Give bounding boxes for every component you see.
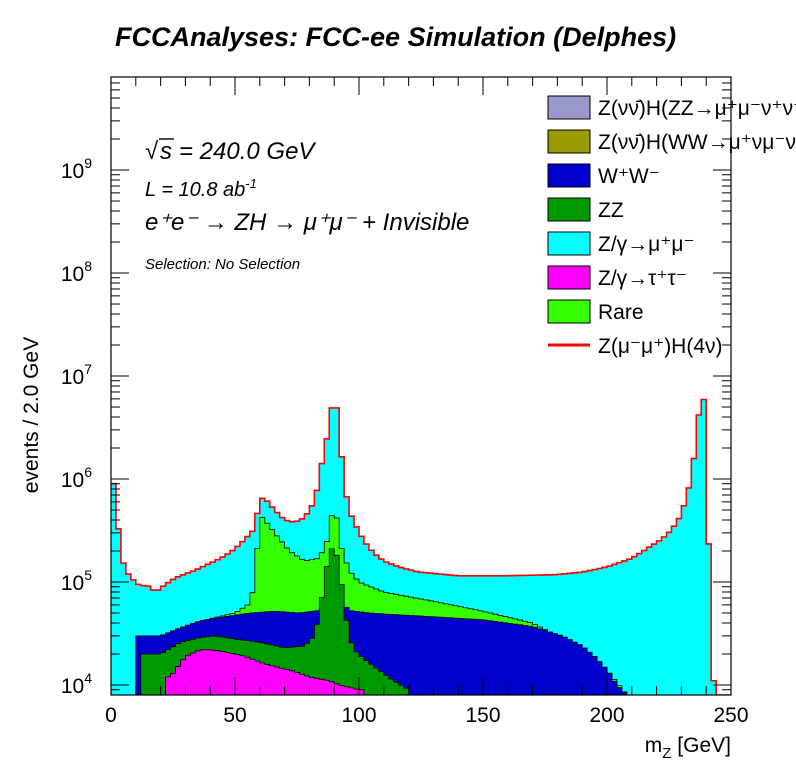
y-tick-label: 104: [61, 670, 92, 698]
legend-label: Z(νν̄)H(ZZ→μ⁺μ⁻ν⁺ν⁻): [598, 97, 796, 120]
legend-label: Z/γ→μ⁺μ⁻: [598, 233, 695, 256]
legend-label: ZZ: [598, 199, 624, 222]
y-tick-label: 106: [61, 464, 92, 492]
legend-swatch: [547, 95, 591, 120]
legend-label: W⁺W⁻: [598, 165, 660, 188]
x-axis-label: mZ [GeV]: [645, 734, 731, 762]
series-line-signal: [111, 398, 731, 695]
y-tick-label: 108: [61, 258, 92, 286]
annotation-lumi-exp: -1: [245, 176, 257, 191]
sqrt-s-letter: s: [160, 138, 172, 165]
x-tick-label: 250: [713, 704, 748, 727]
annotation-selection: Selection: No Selection: [145, 256, 300, 273]
y-tick-label: 109: [61, 155, 92, 183]
x-tick-label: 200: [589, 704, 624, 727]
series-group: [111, 398, 731, 695]
legend-swatch: [547, 163, 591, 188]
y-tick-label: 105: [61, 567, 92, 595]
legend-swatch: [547, 265, 591, 290]
legend-swatch: [547, 197, 591, 222]
legend-swatch: [547, 299, 591, 324]
legend-swatch: [547, 129, 591, 154]
chart-title: FCCAnalyses: FCC-ee Simulation (Delphes): [115, 22, 676, 52]
annotation-lumi-text: L = 10.8 ab: [145, 179, 245, 201]
annotation-sqrt-s: = 240.0 GeV: [179, 138, 316, 165]
plot-area: 0 50 100 150 200 250 104 105 106 107 108 109: [61, 76, 749, 727]
series-area-zz: [111, 548, 731, 695]
x-tick-label: 0: [105, 704, 117, 727]
legend: Z(νν̄)H(ZZ→μ⁺μ⁻ν⁺ν⁻) Z(νν̄)H(WW→μ⁺νμ⁻ν) W⁺…: [547, 95, 796, 358]
x-tick-label: 100: [341, 704, 376, 727]
x-tick-label: 150: [465, 704, 500, 727]
annotation-process: e⁺e⁻ → ZH → μ⁺μ⁻ + Invisible: [145, 209, 469, 236]
annotation-block: √ s = 240.0 GeV L = 10.8 ab-1 e⁺e⁻ → ZH …: [145, 138, 469, 273]
sqrt-symbol: √: [145, 138, 159, 165]
series-area-z-: [111, 649, 731, 695]
legend-label: Z(μ⁻μ⁺)H(4ν): [598, 335, 723, 358]
annotation-lumi: L = 10.8 ab-1: [145, 176, 257, 201]
legend-label: Z/γ→τ⁺τ⁻: [598, 267, 687, 290]
y-tick-label: 107: [61, 361, 92, 389]
legend-label: Rare: [598, 301, 644, 324]
legend-label: Z(νν̄)H(WW→μ⁺νμ⁻ν): [598, 131, 796, 154]
x-tick-label: 50: [223, 704, 246, 727]
y-axis-label: events / 2.0 GeV: [20, 337, 43, 493]
legend-swatch: [547, 231, 591, 256]
